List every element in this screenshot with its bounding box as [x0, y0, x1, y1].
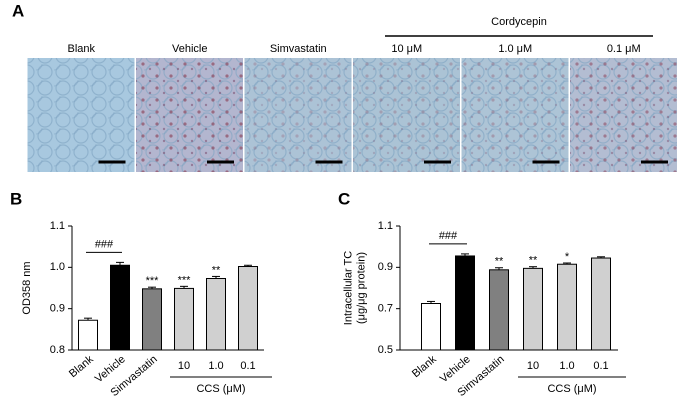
- panel-label: C: [338, 189, 350, 208]
- column-label: Vehicle: [172, 43, 207, 55]
- bar: [174, 287, 194, 351]
- x-tick-label: 10: [178, 360, 190, 372]
- y-tick-label: 1.1: [50, 220, 65, 232]
- y-tick-label: 0.9: [378, 261, 393, 273]
- significance: **: [495, 256, 504, 268]
- bar: [142, 288, 162, 351]
- column-label: Simvastatin: [270, 43, 327, 55]
- cell-texture: [27, 58, 135, 172]
- group-label: Cordycepin: [491, 16, 547, 28]
- lipid-stain: [353, 58, 460, 172]
- y-tick-label: 0.7: [378, 303, 393, 315]
- column-label: Blank: [67, 43, 95, 55]
- bar: [421, 303, 441, 351]
- bar: [78, 319, 98, 351]
- y-tick-label: 1.0: [50, 261, 65, 273]
- y-tick-label: 1.1: [378, 220, 393, 232]
- column-label: 10 μM: [391, 43, 422, 55]
- significance: **: [529, 255, 538, 267]
- bar: [489, 269, 509, 351]
- column-label: 1.0 μM: [498, 43, 532, 55]
- x-tick-label: 1.0: [208, 360, 223, 372]
- y-tick-label: 0.5: [378, 344, 393, 356]
- bar: [523, 267, 543, 351]
- lipid-stain: [136, 58, 243, 172]
- panel-label: A: [12, 1, 24, 20]
- y-tick-label: 0.9: [50, 303, 65, 315]
- column-label: 0.1 μM: [607, 43, 641, 55]
- lipid-stain: [244, 58, 352, 172]
- significance: **: [212, 264, 221, 276]
- bar: [110, 264, 130, 351]
- y-axis-label: OD358 nm: [21, 261, 33, 314]
- lipid-stain: [461, 58, 569, 172]
- panel-label: B: [10, 189, 22, 208]
- bar: [455, 255, 475, 351]
- x-tick-label: Blank: [410, 353, 439, 380]
- x-tick-label: 1.0: [559, 360, 574, 372]
- x-tick-label: 0.1: [240, 360, 255, 372]
- lipid-stain: [570, 58, 677, 172]
- significance: ***: [146, 275, 160, 287]
- group-label: CCS (μM): [547, 383, 596, 395]
- comparison-label: ###: [95, 238, 114, 250]
- significance: ***: [178, 274, 192, 286]
- x-tick-label: 10: [527, 360, 539, 372]
- y-axis-label: Intracellular TC: [342, 251, 354, 325]
- bar: [238, 266, 258, 351]
- significance: *: [565, 251, 570, 263]
- group-label: CCS (μM): [196, 383, 245, 395]
- y-tick-label: 0.8: [50, 344, 65, 356]
- bar: [591, 257, 611, 351]
- y-axis-label: (μg/μg protein): [355, 252, 367, 324]
- bar: [206, 277, 226, 351]
- bar: [557, 263, 577, 351]
- x-tick-label: 0.1: [593, 360, 608, 372]
- comparison-label: ###: [439, 230, 458, 242]
